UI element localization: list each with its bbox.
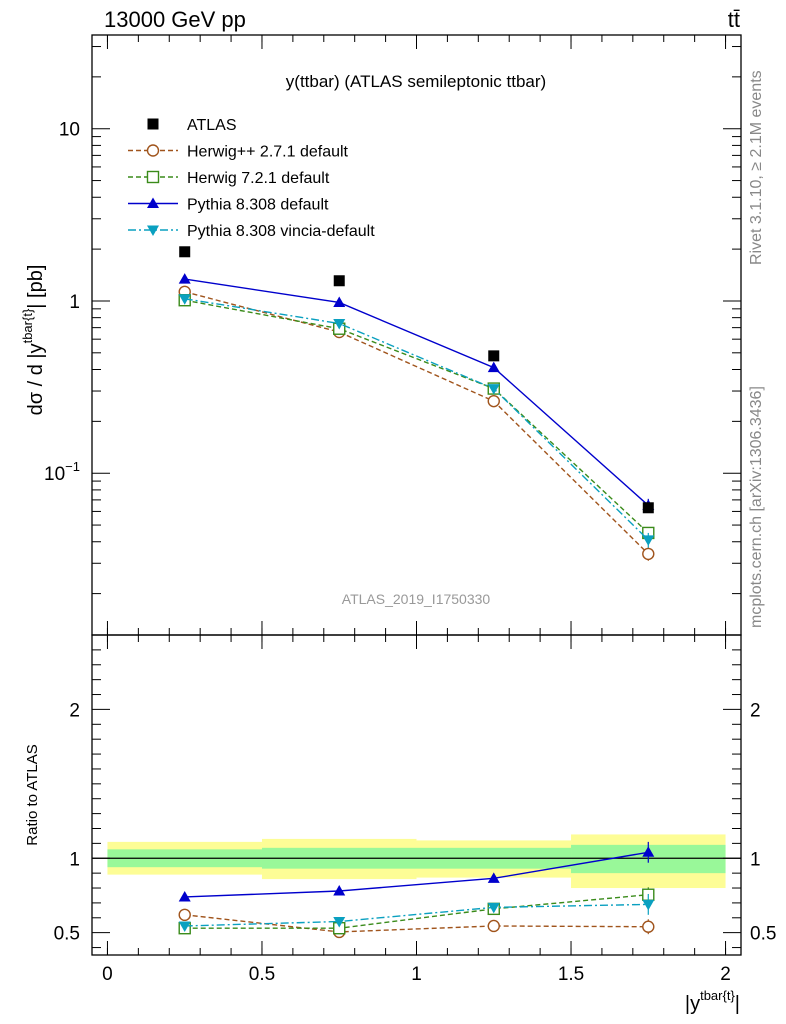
ratio-series-line (184, 851, 649, 898)
x-axis-label: |ytbar{t}| (685, 988, 740, 1015)
x-tick-label: 1 (411, 964, 422, 985)
header-right: tt̄ (728, 7, 740, 32)
ratio-y-tick-label: 0.5 (54, 924, 80, 945)
ratio-point (178, 921, 191, 932)
legend-label: Pythia 8.308 vincia-default (187, 223, 375, 240)
legend-marker (147, 197, 159, 208)
y-axis-label-main: dσ / d |y (25, 343, 47, 415)
x-tick-label: 0.5 (249, 964, 275, 985)
series-point (333, 296, 346, 307)
y-axis-label: dσ / d |ytbar{t}| [pb] (20, 265, 47, 416)
series-point (333, 318, 346, 330)
legend-label: Pythia 8.308 default (187, 197, 329, 214)
main-y-tick-label: 1 (69, 292, 80, 313)
ratio-point (487, 872, 500, 883)
rivet-version-label: Rivet 3.1.10, ≥ 2.1M events (748, 70, 765, 265)
plot-title: y(ttbar) (ATLAS semileptonic ttbar) (286, 72, 546, 91)
y-axis-label-end: | [pb] (25, 265, 47, 309)
ratio-point (178, 890, 191, 902)
ratio-point (333, 917, 346, 928)
legend-marker (147, 225, 159, 236)
main-y-tick-label-base: 1 (69, 292, 80, 313)
ratio-y-tick-label: 2 (69, 700, 80, 721)
ratio-series-line (184, 894, 649, 929)
ratio-plot-panel: 0 0.5 1 1.5 2 0.5 0.5 1 1 2 2 Ratio to ATLAS |ytba… (24, 634, 776, 1015)
x-axis-label-sup: tbar{t} (700, 988, 735, 1003)
main-y-tick-label-exp: −1 (65, 459, 80, 474)
ratio-point (487, 902, 500, 914)
legend-marker (146, 170, 160, 184)
ratio-y-tick-label: 1 (69, 849, 80, 870)
x-tick-label: 0 (102, 964, 113, 985)
legend-marker (146, 144, 160, 157)
series-point (487, 384, 500, 395)
mcplots-site-label: mcplots.cern.ch [arXiv:1306.3436] (748, 386, 765, 628)
ratio-series-line (184, 914, 649, 933)
ratio-point (487, 919, 500, 933)
main-y-tick-label-base: 10 (59, 120, 80, 141)
ratio-y-tick-label-right: 1 (750, 849, 761, 870)
ratio-point (178, 908, 191, 922)
legend-label: ATLAS (187, 117, 237, 134)
data-point (333, 275, 345, 287)
legend-label: Herwig 7.2.1 default (187, 170, 330, 187)
series-point (178, 294, 191, 305)
ratio-point (642, 920, 655, 933)
analysis-watermark: ATLAS_2019_I1750330 (342, 591, 491, 607)
series-line (184, 291, 649, 555)
series-point (487, 394, 500, 408)
y-axis-label-sup: tbar{t} (20, 308, 35, 343)
legend: ATLAS Herwig++ 2.7.1 default Herwig 7.2.1 … (128, 117, 375, 240)
data-point (488, 350, 500, 362)
main-y-tick-label-base: 10 (44, 464, 65, 485)
ratio-y-tick-label-right: 2 (750, 700, 761, 721)
series-point (642, 535, 655, 546)
ratio-series-line (184, 903, 649, 927)
header-left: 13000 GeV pp (104, 7, 246, 32)
data-point (642, 502, 654, 514)
series-line (184, 298, 649, 541)
series-line (184, 278, 649, 506)
x-tick-label: 1.5 (558, 964, 584, 985)
series-point (642, 547, 655, 561)
x-axis-label-main: |y (685, 993, 700, 1015)
ratio-point (642, 846, 655, 857)
ratio-y-axis-label: Ratio to ATLAS (24, 744, 41, 845)
x-tick-label: 2 (720, 964, 731, 985)
main-y-tick-label: 10 (59, 120, 80, 141)
ratio-y-tick-label-right: 0.5 (750, 924, 776, 945)
legend-marker (147, 118, 159, 130)
data-point (179, 246, 191, 258)
series-point (178, 273, 191, 284)
ratio-point (333, 885, 346, 896)
series-line (184, 299, 649, 534)
ratio-point (642, 899, 655, 911)
legend-label: Herwig++ 2.7.1 default (187, 144, 349, 161)
series-point (487, 361, 500, 373)
x-axis-label-end: | (735, 993, 740, 1015)
main-y-tick-label: 10−1 (44, 459, 80, 485)
ratio-plot-frame (91, 634, 742, 956)
